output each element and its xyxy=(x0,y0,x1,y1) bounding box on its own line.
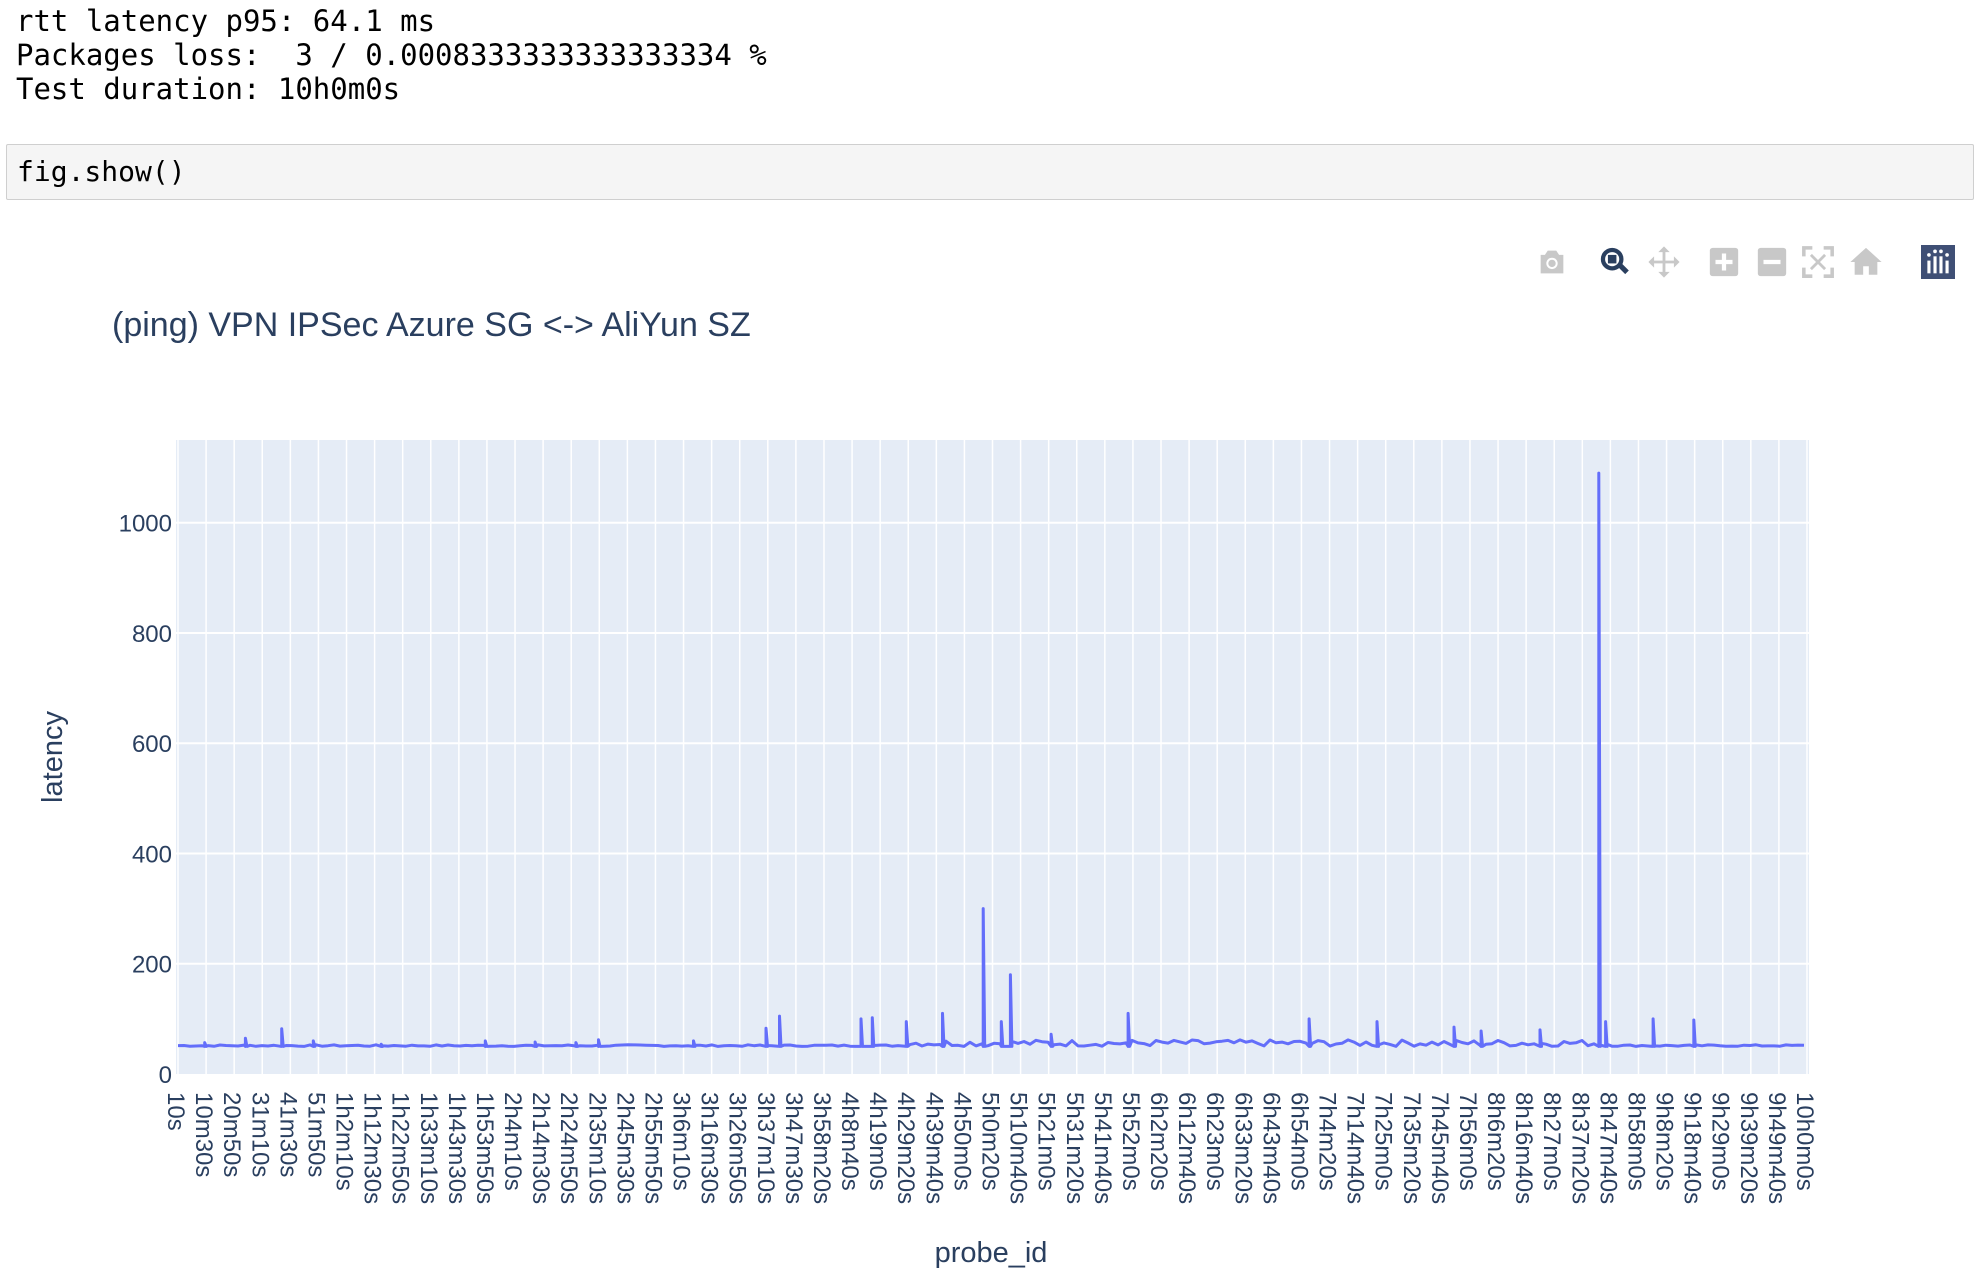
x-tick-label: 1h33m10s xyxy=(415,1092,442,1204)
x-tick-label: 6h23m0s xyxy=(1201,1092,1228,1191)
y-tick-label: 400 xyxy=(132,841,172,868)
x-tick-label: 10s xyxy=(162,1092,189,1131)
x-tick-label: 4h50m0s xyxy=(948,1092,975,1191)
x-tick-label: 3h16m30s xyxy=(696,1092,723,1204)
x-tick-label: 9h8m20s xyxy=(1651,1092,1678,1191)
y-axis-title: latency xyxy=(37,711,69,803)
vertical-gridlines xyxy=(177,440,1808,1074)
x-tick-label: 7h45m40s xyxy=(1426,1092,1453,1204)
plotly-logo-icon[interactable] xyxy=(1916,240,1960,284)
camera-icon[interactable] xyxy=(1530,240,1574,284)
x-tick-label: 8h47m40s xyxy=(1594,1092,1621,1204)
x-tick-label: 6h33m20s xyxy=(1229,1092,1256,1204)
x-tick-label: 2h24m50s xyxy=(555,1092,582,1204)
x-tick-label: 4h39m40s xyxy=(920,1092,947,1204)
cell-output-text: rtt latency p95: 64.1 ms Packages loss: … xyxy=(16,4,767,106)
x-tick-label: 3h47m30s xyxy=(780,1092,807,1204)
code-cell-input[interactable]: fig.show() xyxy=(6,144,1974,200)
x-tick-label: 5h31m20s xyxy=(1061,1092,1088,1204)
x-tick-label: 5h52m0s xyxy=(1117,1092,1144,1191)
x-tick-label: 8h16m40s xyxy=(1510,1092,1537,1204)
x-tick-label: 20m50s xyxy=(218,1092,245,1177)
x-tick-label: 9h18m40s xyxy=(1679,1092,1706,1204)
x-tick-label: 4h8m40s xyxy=(836,1092,863,1191)
x-tick-label: 1h12m30s xyxy=(359,1092,386,1204)
x-tick-label: 5h21m0s xyxy=(1033,1092,1060,1191)
x-tick-label: 8h6m20s xyxy=(1482,1092,1509,1191)
x-tick-label: 3h58m20s xyxy=(808,1092,835,1204)
x-tick-label: 2h55m50s xyxy=(639,1092,666,1204)
x-tick-label: 2h4m10s xyxy=(499,1092,526,1191)
x-tick-label: 1h53m50s xyxy=(471,1092,498,1204)
x-tick-label: 1h2m10s xyxy=(331,1092,358,1191)
chart-title: (ping) VPN IPSec Azure SG <-> AliYun SZ xyxy=(112,306,751,344)
x-tick-label: 3h26m50s xyxy=(724,1092,751,1204)
x-tick-label: 41m30s xyxy=(274,1092,301,1177)
packages-loss-line: Packages loss: 3 / 0.0008333333333333334… xyxy=(16,38,767,72)
x-tick-label: 8h58m0s xyxy=(1622,1092,1649,1191)
x-tick-label: 10h0m0s xyxy=(1791,1092,1818,1191)
code-text[interactable]: fig.show() xyxy=(17,155,186,188)
x-tick-label: 1h43m30s xyxy=(443,1092,470,1204)
x-tick-label: 4h29m20s xyxy=(892,1092,919,1204)
plotly-modebar xyxy=(1530,240,1970,286)
series-latency-line xyxy=(177,471,1805,1048)
x-tick-label: 2h35m10s xyxy=(583,1092,610,1204)
x-tick-label: 7h14m40s xyxy=(1342,1092,1369,1204)
y-tick-label: 600 xyxy=(132,731,172,758)
horizontal-gridlines xyxy=(176,521,1809,965)
zoom-in-icon[interactable] xyxy=(1702,240,1746,284)
x-tick-label: 7h25m0s xyxy=(1370,1092,1397,1191)
y-tick-label: 200 xyxy=(132,952,172,979)
x-tick-label: 8h37m20s xyxy=(1566,1092,1593,1204)
x-tick-label: 2h14m30s xyxy=(527,1092,554,1204)
x-tick-label: 6h2m20s xyxy=(1145,1092,1172,1191)
autoscale-icon[interactable] xyxy=(1796,240,1840,284)
x-tick-label: 51m50s xyxy=(302,1092,329,1177)
y-tick-label: 0 xyxy=(159,1062,172,1089)
x-tick-label: 9h29m0s xyxy=(1707,1092,1734,1191)
x-tick-label: 6h54m0s xyxy=(1285,1092,1312,1191)
x-tick-label: 5h10m40s xyxy=(1005,1092,1032,1204)
zoom-icon[interactable] xyxy=(1593,240,1637,284)
x-tick-label: 3h37m10s xyxy=(752,1092,779,1204)
x-tick-label: 31m10s xyxy=(246,1092,273,1177)
zoom-out-icon[interactable] xyxy=(1750,240,1794,284)
x-tick-label: 8h27m0s xyxy=(1538,1092,1565,1191)
x-tick-label: 5h41m40s xyxy=(1089,1092,1116,1204)
x-tick-label: 2h45m30s xyxy=(611,1092,638,1204)
x-tick-label: 7h56m0s xyxy=(1454,1092,1481,1191)
x-tick-label: 7h35m20s xyxy=(1398,1092,1425,1204)
x-tick-label: 9h49m40s xyxy=(1763,1092,1790,1204)
x-axis-tick-labels: 10s 10m30s 20m50s 31m10s 41m30s 51m50s 1h2m10s… xyxy=(162,1092,1818,1204)
pan-icon[interactable] xyxy=(1642,240,1686,284)
latency-p95-line: rtt latency p95: 64.1 ms xyxy=(16,4,436,38)
x-tick-label: 7h4m20s xyxy=(1314,1092,1341,1191)
y-tick-label: 1000 xyxy=(119,511,172,538)
y-axis-tick-labels: 0 200 400 600 800 1000 xyxy=(119,511,172,1089)
test-duration-line: Test duration: 10h0m0s xyxy=(16,72,401,106)
x-tick-label: 9h39m20s xyxy=(1735,1092,1762,1204)
x-tick-label: 6h12m40s xyxy=(1173,1092,1200,1204)
x-tick-label: 3h6m10s xyxy=(668,1092,695,1191)
x-tick-label: 5h0m20s xyxy=(977,1092,1004,1191)
y-tick-label: 800 xyxy=(132,621,172,648)
x-tick-label: 10m30s xyxy=(190,1092,217,1177)
x-tick-label: 4h19m0s xyxy=(864,1092,891,1191)
home-icon[interactable] xyxy=(1844,240,1888,284)
x-axis-title: probe_id xyxy=(935,1237,1048,1269)
x-tick-label: 6h43m40s xyxy=(1257,1092,1284,1204)
x-tick-label: 1h22m50s xyxy=(387,1092,414,1204)
